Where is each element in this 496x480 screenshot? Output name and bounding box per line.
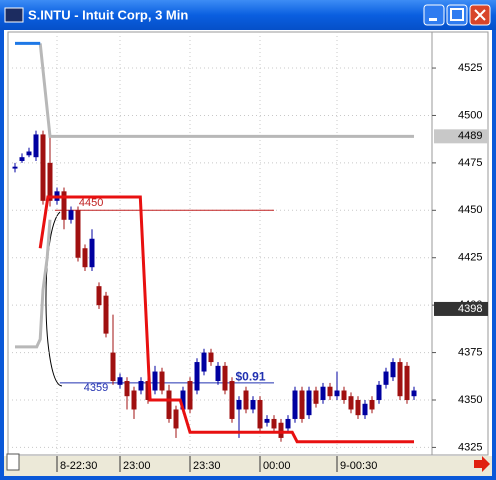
candle-body — [47, 162, 53, 201]
x-tick-label: 9-00:30 — [340, 460, 377, 472]
candle-body — [404, 365, 410, 400]
indicator-line — [15, 219, 52, 349]
plot-area — [7, 31, 433, 456]
candle-body — [215, 365, 221, 382]
x-tick-label: 8-22:30 — [60, 460, 97, 472]
y-tick-label: 4450 — [458, 204, 482, 216]
candle-body — [306, 390, 312, 416]
level-label: 4450 — [79, 197, 103, 209]
candle-body — [292, 390, 298, 419]
candle-body — [299, 390, 305, 419]
price-marker-label: 4489 — [458, 130, 482, 142]
candle-body — [180, 390, 186, 410]
indicator-line — [38, 195, 415, 444]
close-button[interactable] — [469, 4, 491, 26]
candle-body — [166, 390, 172, 419]
candle-body — [264, 418, 270, 423]
candle-body — [285, 418, 291, 429]
maximize-button[interactable] — [446, 4, 468, 26]
candle-body — [390, 362, 396, 378]
candle-body — [369, 399, 375, 410]
time-axis — [4, 456, 492, 476]
y-tick-label: 4425 — [458, 252, 482, 264]
price-marker-label: 4398 — [458, 303, 482, 315]
candle-body — [208, 352, 214, 363]
y-tick-label: 4500 — [458, 109, 482, 121]
candle-body — [159, 371, 165, 391]
candle-body — [33, 134, 39, 158]
candle-body — [271, 418, 277, 429]
candle-body — [320, 386, 326, 400]
candle-body — [376, 384, 382, 400]
candle-body — [397, 362, 403, 397]
y-tick-label: 4350 — [458, 394, 482, 406]
price-axis — [431, 31, 489, 456]
minimize-button[interactable] — [423, 4, 445, 26]
y-tick-label: 4475 — [458, 157, 482, 169]
candle-body — [257, 399, 263, 429]
candle-body — [68, 210, 74, 220]
app-icon[interactable] — [4, 7, 24, 23]
drawing-arc — [45, 211, 63, 387]
candle-body — [194, 362, 200, 391]
candle-body — [82, 248, 88, 268]
candle-body — [278, 422, 284, 438]
candle-body — [383, 371, 389, 385]
candle-body — [348, 396, 354, 410]
price-marker — [434, 129, 488, 144]
y-tick-label: 4525 — [458, 62, 482, 74]
y-tick-label: 4325 — [458, 441, 482, 453]
candle-body — [173, 409, 179, 429]
candle-body — [152, 371, 158, 391]
candle-body — [96, 286, 102, 306]
candle-body — [124, 381, 130, 397]
candle-body — [334, 390, 340, 397]
candle-body — [75, 210, 81, 258]
candle-body — [411, 390, 417, 397]
candle-body — [222, 365, 228, 391]
candle-body — [61, 191, 67, 220]
candle-body — [110, 352, 116, 382]
indicator-line — [38, 43, 415, 138]
x-tick-label: 23:00 — [123, 460, 151, 472]
x-tick-label: 00:00 — [263, 460, 291, 472]
candle-body — [131, 390, 137, 410]
candle-body — [145, 381, 151, 400]
level-label: 4359 — [84, 382, 108, 394]
x-tick-label: 23:30 — [193, 460, 221, 472]
candle-body — [40, 134, 46, 201]
price-marker — [434, 301, 488, 316]
candle-body — [313, 390, 319, 404]
window-title: S.INTU - Intuit Corp, 3 Min — [28, 7, 188, 22]
candle-body — [355, 399, 361, 416]
scroll-right[interactable] — [474, 456, 490, 472]
candle-body — [187, 381, 193, 410]
candle-body — [327, 386, 333, 397]
candle-body — [243, 390, 249, 410]
y-tick-label: 4375 — [458, 346, 482, 358]
candle-body — [12, 166, 18, 169]
candle-body — [19, 157, 25, 161]
candle-body — [89, 238, 95, 268]
candle-body — [362, 403, 368, 416]
candle-body — [229, 381, 235, 419]
candle-body — [138, 381, 144, 391]
candle-body — [117, 377, 123, 385]
title-bar — [0, 0, 496, 30]
candle-body — [103, 295, 109, 334]
annotation: $0.91 — [236, 369, 266, 383]
scroll-box[interactable] — [6, 453, 20, 471]
candle-body — [250, 399, 256, 410]
candle-body — [201, 352, 207, 372]
candle-body — [236, 399, 242, 410]
candle-body — [341, 390, 347, 400]
candle-body — [26, 151, 32, 156]
